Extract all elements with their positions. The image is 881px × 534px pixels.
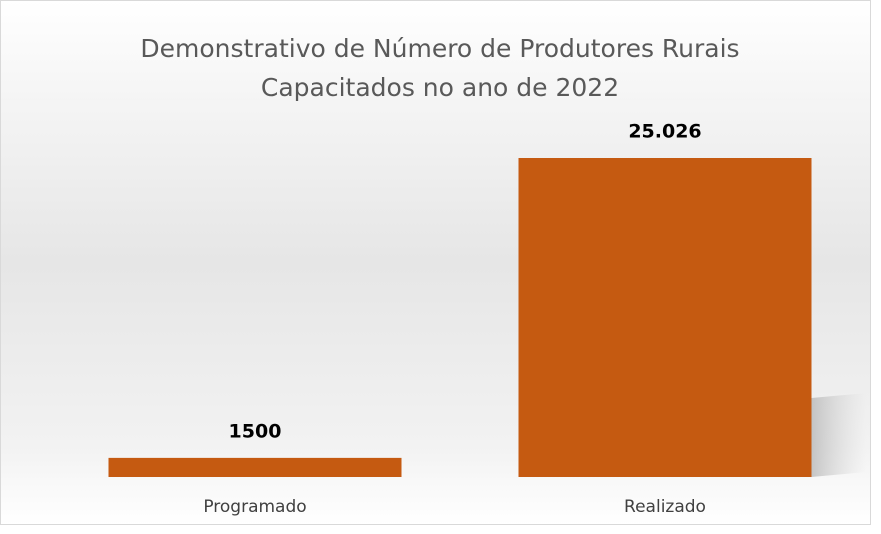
data-label: 25.026 xyxy=(628,121,701,143)
x-tick-label: Realizado xyxy=(624,497,706,517)
bar-shadow xyxy=(811,393,867,477)
chart-title: Demonstrativo de Número de Produtores Ru… xyxy=(140,34,739,63)
bar xyxy=(108,457,402,477)
plot-area: Programado 1500 Realizado 25.026 xyxy=(108,121,867,517)
x-tick-label: Programado xyxy=(203,497,306,517)
chart-title: Capacitados no ano de 2022 xyxy=(261,73,619,102)
bar xyxy=(518,158,812,477)
data-label: 1500 xyxy=(229,420,282,442)
